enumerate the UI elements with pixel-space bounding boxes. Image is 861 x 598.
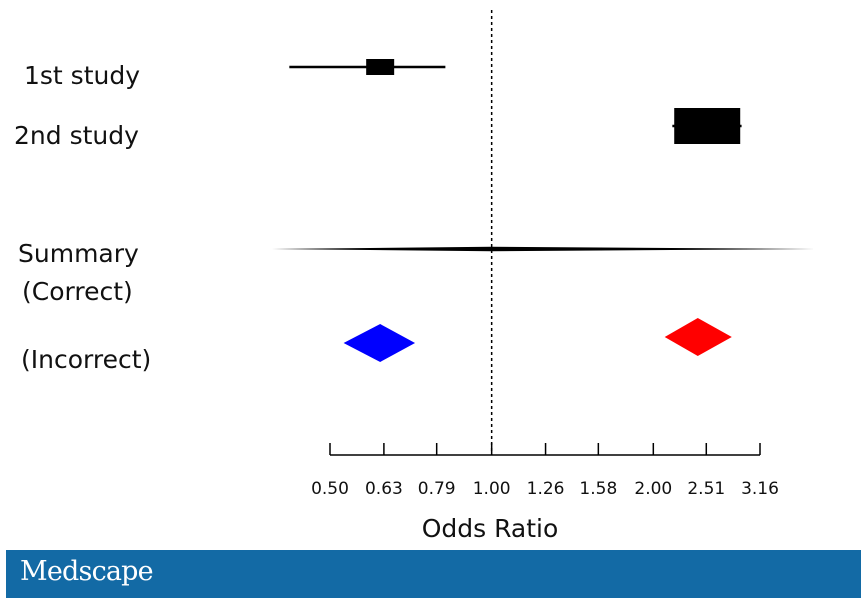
x-tick-label-2.51: 2.51 bbox=[687, 479, 725, 499]
medscape-logo: Medscape bbox=[20, 556, 154, 587]
forest-plot: 1st study 2nd study Summary (Correct) (I… bbox=[14, 10, 815, 543]
row-label-summary: Summary bbox=[18, 239, 139, 268]
row-label-incorrect: (Incorrect) bbox=[21, 345, 151, 374]
x-tick-label-0.79: 0.79 bbox=[418, 479, 456, 499]
row-label-2nd-study: 2nd study bbox=[14, 121, 139, 150]
point-estimate-box-study-2 bbox=[674, 108, 741, 144]
row-label-correct: (Correct) bbox=[22, 277, 133, 306]
x-tick-label-1.58: 1.58 bbox=[579, 479, 617, 499]
x-tick-label-1.26: 1.26 bbox=[527, 479, 565, 499]
row-label-1st-study: 1st study bbox=[24, 61, 140, 90]
x-tick-label-2.00: 2.00 bbox=[634, 479, 672, 499]
x-axis-title: Odds Ratio bbox=[422, 514, 559, 543]
x-tick-label-3.16: 3.16 bbox=[741, 479, 779, 499]
x-tick-label-1.00: 1.00 bbox=[473, 479, 511, 499]
summary-correct-diamond bbox=[272, 246, 815, 252]
plot-marks: 0.50 0.63 0.79 1.00 1.26 1.58 2.00 2.51 3.16 bbox=[272, 10, 815, 499]
incorrect-diamond-blue bbox=[343, 324, 416, 362]
x-tick-label-0.63: 0.63 bbox=[365, 479, 403, 499]
x-tick-label-0.50: 0.50 bbox=[311, 479, 349, 499]
incorrect-diamond-red bbox=[664, 318, 732, 356]
footer-bar: Medscape bbox=[6, 550, 861, 598]
point-estimate-box-study-1 bbox=[366, 59, 395, 75]
